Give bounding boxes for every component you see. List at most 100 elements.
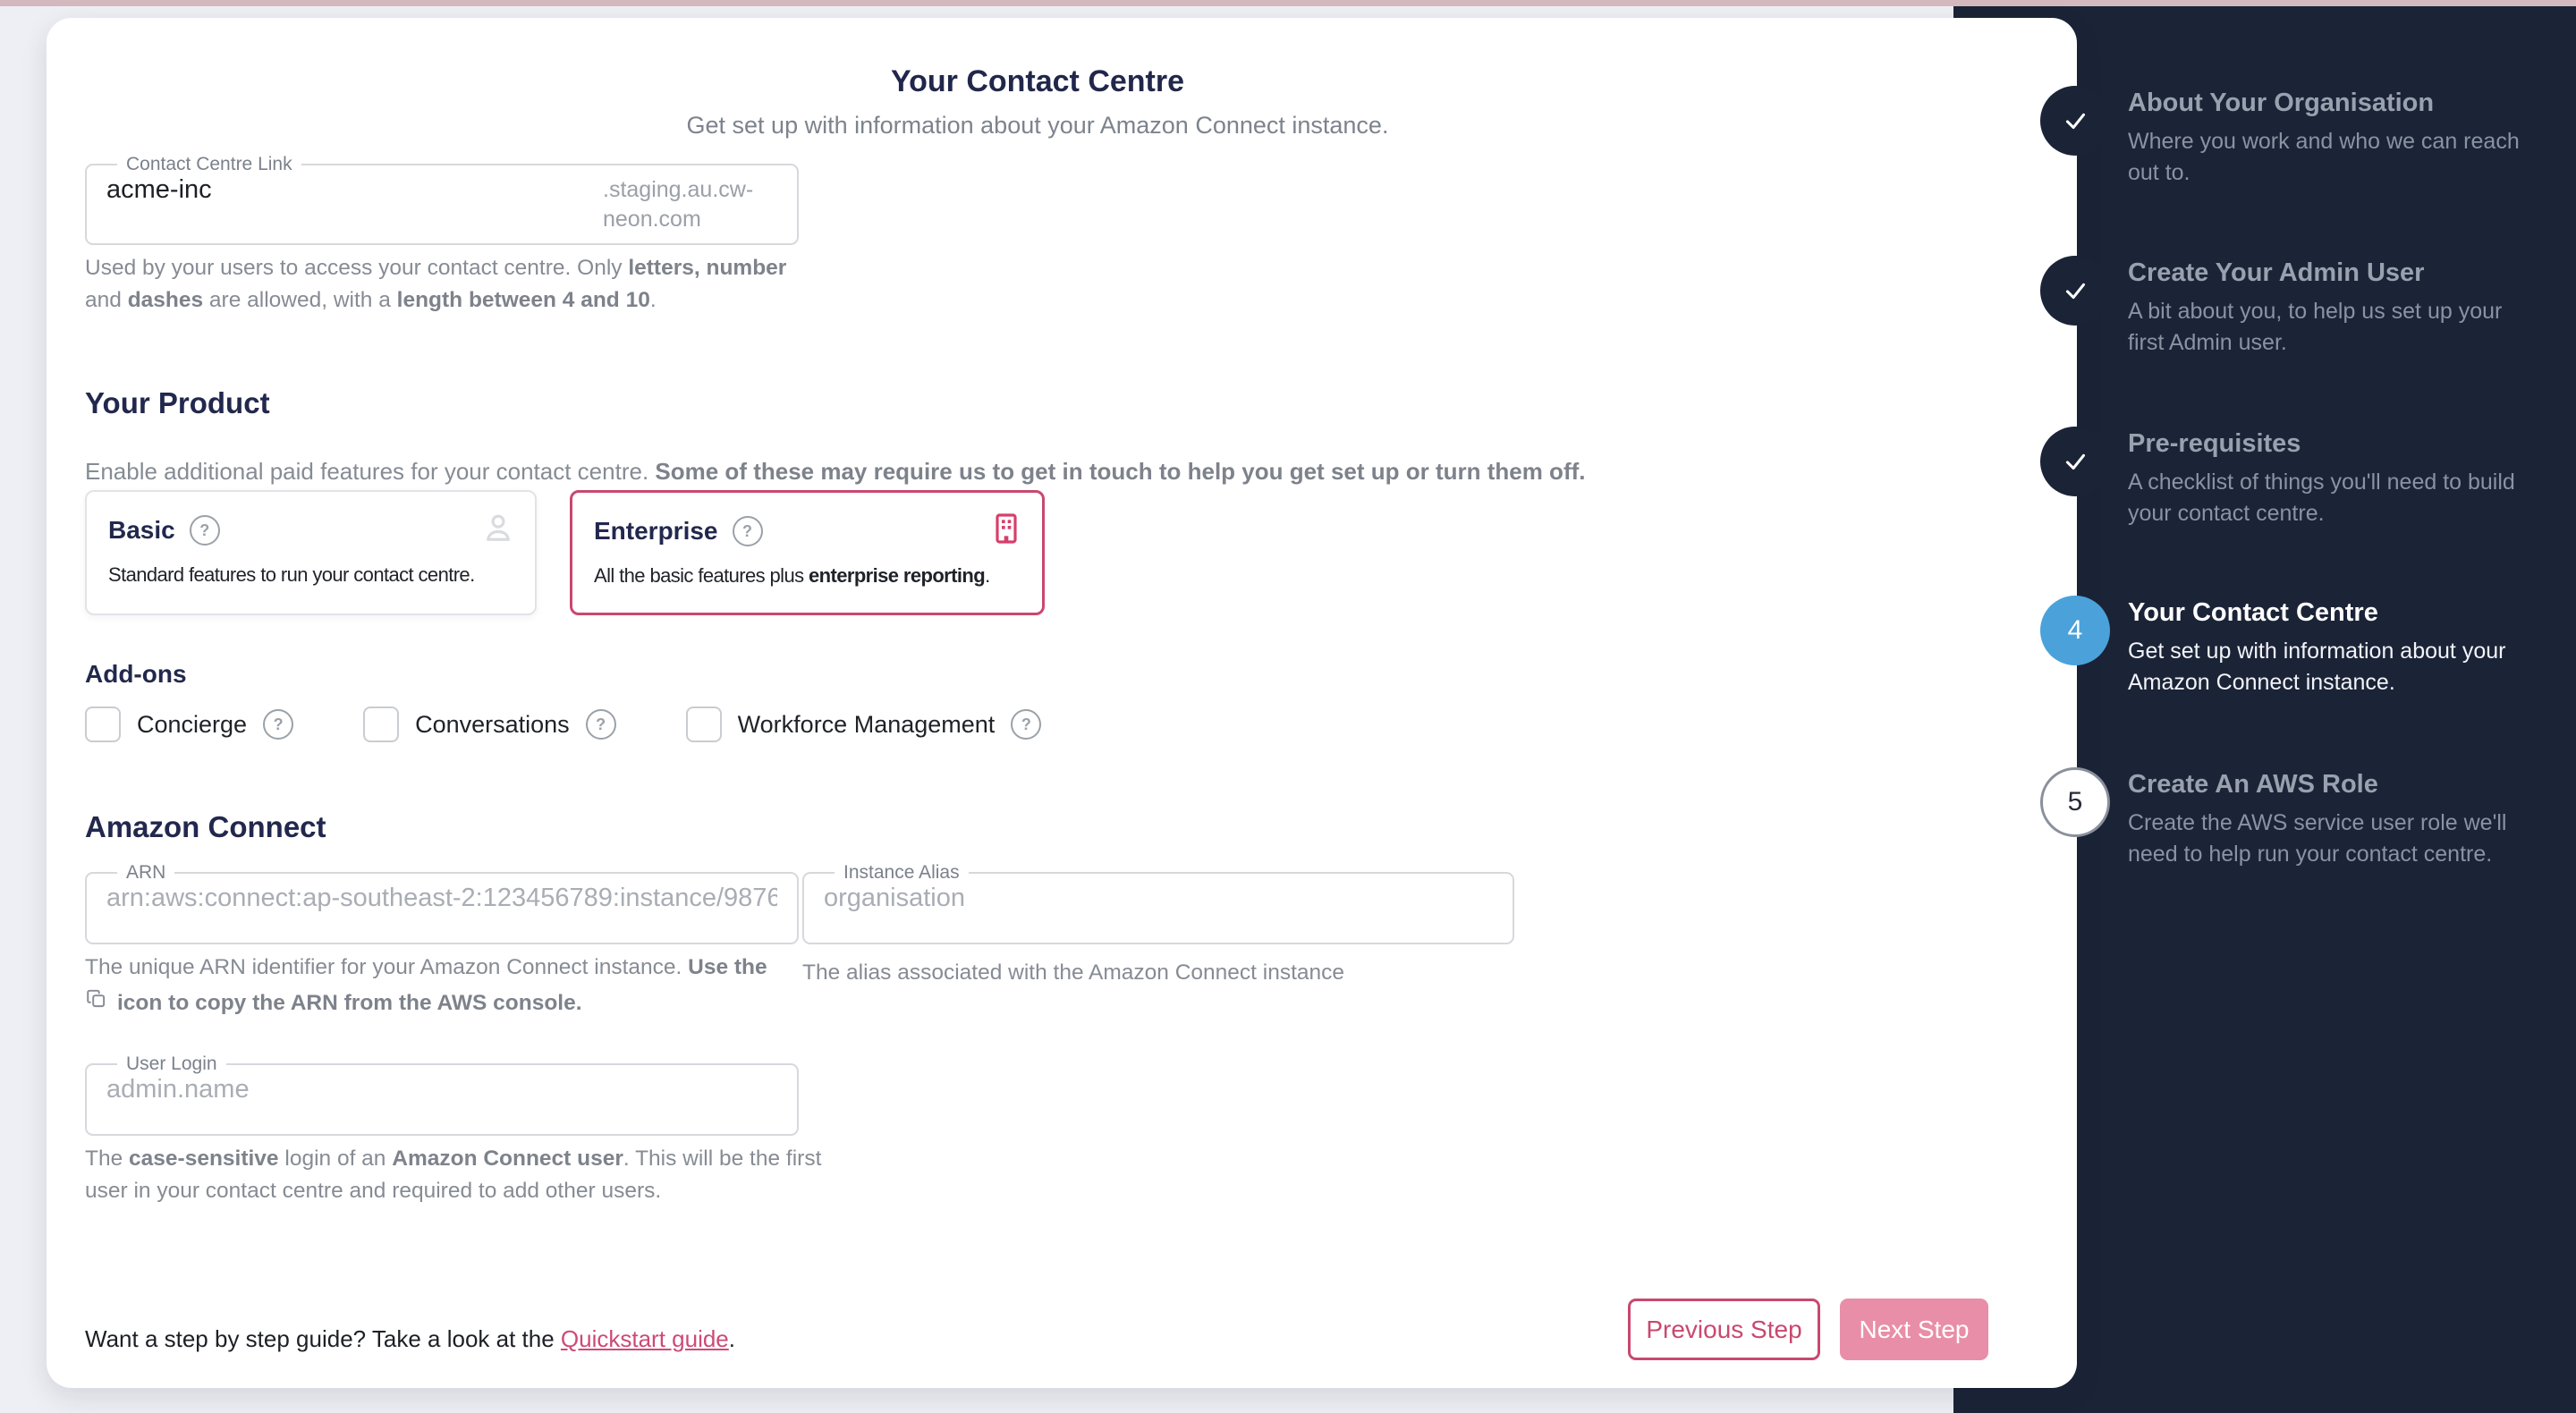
- help-icon[interactable]: ?: [1011, 709, 1042, 740]
- previous-step-button[interactable]: Previous Step: [1628, 1299, 1820, 1360]
- helper-text: . This will be the first: [623, 1146, 822, 1171]
- step-text: Create Your Admin User A bit about you, …: [2128, 256, 2541, 359]
- page-title: Your Contact Centre: [890, 64, 1185, 98]
- guide-plain: Want a step by step guide? Take a look a…: [85, 1325, 561, 1352]
- step-description: A bit about you, to help us set up your …: [2128, 298, 2503, 355]
- step-create-your-admin-user[interactable]: Create Your Admin User A bit about you, …: [2040, 256, 2541, 359]
- addons-heading: Add-ons: [85, 660, 187, 688]
- addon-workforce-management: Workforce Management ?: [685, 706, 1042, 742]
- plan-desc-end: .: [985, 564, 990, 587]
- product-section-subtitle: Enable additional paid features for your…: [85, 458, 1585, 486]
- check-icon: [2040, 256, 2110, 326]
- plan-desc-plain: All the basic features plus: [594, 564, 809, 587]
- conversations-checkbox[interactable]: [363, 706, 400, 742]
- card-header: Your Contact Centre Get set up with info…: [47, 64, 2029, 140]
- helper-text-bold: letters, number: [628, 256, 787, 280]
- step-description: Create the AWS service user role we'll n…: [2128, 809, 2507, 867]
- step-pre-requisites[interactable]: Pre-requisites A checklist of things you…: [2040, 427, 2541, 529]
- arn-field: ARN: [85, 862, 799, 944]
- addon-label: Conversations: [415, 710, 570, 738]
- help-icon[interactable]: ?: [585, 709, 616, 740]
- copy-icon: [85, 987, 108, 1020]
- user-login-input[interactable]: [106, 1075, 777, 1119]
- next-step-button[interactable]: Next Step: [1840, 1299, 1988, 1360]
- plan-desc-bold: enterprise reporting: [809, 564, 986, 587]
- step-number-badge: 4: [2040, 596, 2110, 665]
- instance-alias-field: Instance Alias: [802, 862, 1514, 944]
- guide-end: .: [728, 1325, 736, 1352]
- step-title: Pre-requisites: [2128, 429, 2301, 458]
- help-icon[interactable]: ?: [263, 709, 294, 740]
- contact-centre-link-label: Contact Centre Link: [126, 154, 292, 174]
- helper-text: .: [649, 287, 657, 312]
- helper-text-bold: length between 4 and 10: [396, 287, 650, 312]
- help-icon[interactable]: ?: [732, 516, 763, 546]
- product-section-heading: Your Product: [85, 386, 270, 419]
- contact-centre-link-suffix: .staging.au.cw-neon.com: [603, 177, 754, 232]
- arn-helper: The unique ARN identifier for your Amazo…: [85, 952, 767, 1020]
- step-text: Your Contact Centre Get set up with info…: [2128, 596, 2541, 698]
- step-title: Create An AWS Role: [2128, 770, 2378, 799]
- plan-card-basic[interactable]: Basic ? Standard features to run your co…: [85, 490, 537, 615]
- arn-input[interactable]: [106, 884, 777, 927]
- amazon-connect-heading: Amazon Connect: [85, 810, 326, 843]
- step-title: Your Contact Centre: [2128, 598, 2378, 627]
- quickstart-guide-link[interactable]: Quickstart guide: [560, 1325, 729, 1352]
- step-description: Where you work and who we can reach out …: [2128, 128, 2520, 185]
- step-text: Pre-requisites A checklist of things you…: [2128, 427, 2541, 529]
- plan-name: Enterprise: [594, 517, 718, 545]
- helper-text: The unique ARN identifier for your Amazo…: [85, 955, 689, 979]
- instance-alias-label: Instance Alias: [843, 862, 960, 883]
- addons-row: Concierge ? Conversations ? Workforce Ma…: [85, 706, 1042, 742]
- helper-text-bold: case-sensitive: [129, 1146, 279, 1171]
- person-icon: [479, 510, 517, 552]
- instance-alias-helper: The alias associated with the Amazon Con…: [802, 960, 1345, 985]
- helper-text: and: [85, 287, 128, 312]
- contact-centre-link-field: Contact Centre Link .staging.au.cw-neon.…: [85, 154, 799, 245]
- helper-text: login of an: [278, 1146, 393, 1171]
- main-card: Your Contact Centre Get set up with info…: [47, 18, 2077, 1388]
- user-login-helper: The case-sensitive login of an Amazon Co…: [85, 1143, 821, 1206]
- user-login-label: User Login: [126, 1053, 217, 1074]
- helper-text: The: [85, 1146, 130, 1171]
- step-text: Create An AWS Role Create the AWS servic…: [2128, 767, 2541, 870]
- subtitle-plain: Enable additional paid features for your…: [85, 458, 656, 485]
- addon-label: Workforce Management: [737, 710, 996, 738]
- concierge-checkbox[interactable]: [85, 706, 121, 742]
- addon-conversations: Conversations ?: [363, 706, 616, 742]
- step-your-contact-centre[interactable]: 4 Your Contact Centre Get set up with in…: [2040, 596, 2541, 698]
- plan-name: Basic: [108, 516, 175, 544]
- helper-text: are allowed, with a: [203, 287, 397, 312]
- helper-text: user in your contact centre and required…: [85, 1178, 662, 1203]
- plan-description: All the basic features plus enterprise r…: [572, 546, 1042, 588]
- step-about-your-organisation[interactable]: About Your Organisation Where you work a…: [2040, 86, 2541, 189]
- contact-centre-link-input[interactable]: [106, 175, 603, 219]
- step-title: Create Your Admin User: [2128, 258, 2425, 287]
- instance-alias-input[interactable]: [824, 884, 1493, 927]
- workforce-management-checkbox[interactable]: [685, 706, 722, 742]
- helper-text: Used by your users to access your contac…: [85, 256, 629, 280]
- check-icon: [2040, 427, 2110, 496]
- helper-text-bold: Use the: [688, 955, 767, 979]
- arn-label: ARN: [126, 862, 166, 883]
- helper-text-bold: dashes: [127, 287, 204, 312]
- check-icon: [2040, 86, 2110, 156]
- helper-text-bold: Amazon Connect user: [392, 1146, 623, 1171]
- addon-label: Concierge: [137, 710, 248, 738]
- step-description: A checklist of things you'll need to bui…: [2128, 469, 2515, 526]
- plan-card-enterprise[interactable]: Enterprise ? All the basic features plus…: [570, 490, 1045, 615]
- user-login-field: User Login: [85, 1053, 799, 1136]
- addon-concierge: Concierge ?: [85, 706, 294, 742]
- step-title: About Your Organisation: [2128, 89, 2435, 117]
- top-progress-bar: [0, 0, 2576, 6]
- page-subtitle: Get set up with information about your A…: [686, 112, 1389, 139]
- helper-text-bold: icon to copy the ARN from the AWS consol…: [117, 991, 582, 1016]
- help-icon[interactable]: ?: [189, 515, 220, 546]
- contact-centre-link-helper: Used by your users to access your contac…: [85, 252, 786, 316]
- step-create-an-aws-role[interactable]: 5 Create An AWS Role Create the AWS serv…: [2040, 767, 2541, 870]
- subtitle-bold: Some of these may require us to get in t…: [655, 458, 1586, 485]
- plan-description: Standard features to run your contact ce…: [108, 563, 475, 586]
- step-description: Get set up with information about your A…: [2128, 638, 2506, 695]
- step-text: About Your Organisation Where you work a…: [2128, 86, 2541, 189]
